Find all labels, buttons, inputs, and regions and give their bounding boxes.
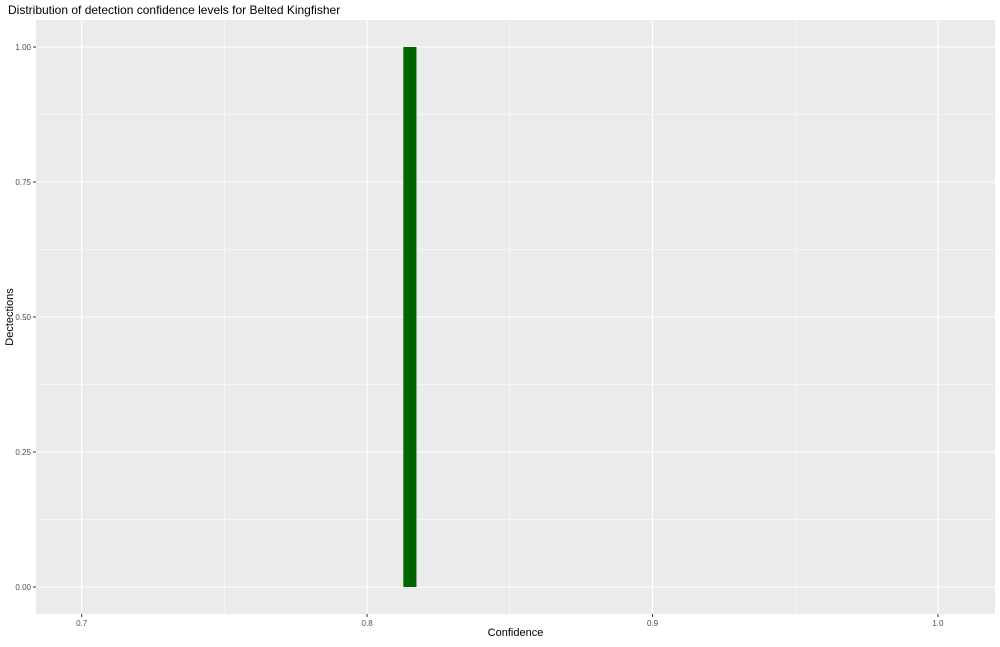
- x-tick-label: 0.7: [76, 619, 88, 628]
- y-axis-label: Dectections: [4, 288, 16, 346]
- bar: [403, 47, 417, 587]
- y-tick-label: 0.25: [15, 448, 31, 457]
- x-tick-label: 1.0: [932, 619, 944, 628]
- x-tick-label: 0.8: [362, 619, 374, 628]
- grid-lines: [36, 20, 995, 614]
- chart-title: Distribution of detection confidence lev…: [8, 3, 340, 17]
- y-tick-label: 0.00: [15, 583, 31, 592]
- bars: [403, 47, 417, 587]
- x-tick-label: 0.9: [647, 619, 659, 628]
- x-axis-ticks: 0.7 0.8 0.9 1.0: [76, 614, 944, 628]
- x-axis-label: Confidence: [488, 627, 544, 639]
- y-tick-label: 1.00: [15, 43, 31, 52]
- y-tick-label: 0.50: [15, 313, 31, 322]
- y-tick-label: 0.75: [15, 178, 31, 187]
- y-axis-ticks: 0.00 0.25 0.50 0.75 1.00: [15, 43, 36, 592]
